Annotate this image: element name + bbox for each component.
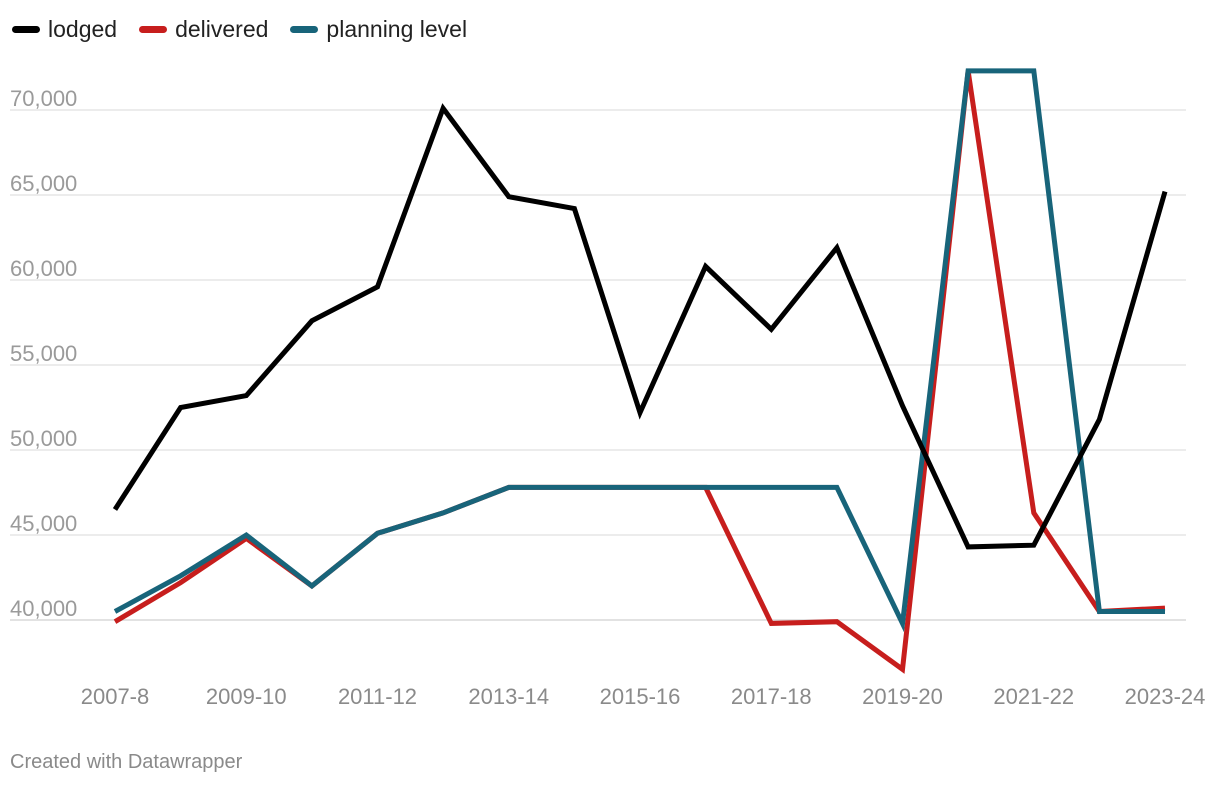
legend-label-planning-level: planning level — [326, 16, 468, 42]
legend-swatch-delivered — [139, 26, 168, 33]
legend-label-lodged: lodged — [48, 16, 118, 42]
legend-swatch-lodged — [12, 26, 40, 33]
legend-item-delivered: delivered — [139, 16, 268, 43]
legend-item-planning-level: planning level — [290, 16, 467, 43]
y-tick-label: 65,000 — [10, 171, 77, 196]
x-tick-label: 2009-10 — [206, 684, 287, 709]
y-tick-label: 70,000 — [10, 86, 77, 111]
y-tick-label: 50,000 — [10, 426, 77, 451]
x-tick-label: 2017-18 — [731, 684, 812, 709]
footer-credit: Created with Datawrapper — [10, 751, 243, 773]
legend-swatch-planning-level — [290, 26, 319, 33]
x-axis-tick-labels: 2007-8 2009-10 2011-12 2013-14 2015-16 2017-1… — [81, 684, 1206, 709]
x-tick-label: 2015-16 — [600, 684, 681, 709]
x-tick-label: 2013-14 — [468, 684, 549, 709]
legend: lodged delivered planning level — [12, 16, 467, 43]
y-tick-label: 45,000 — [10, 511, 77, 536]
y-axis-tick-labels: 40,000 45,000 50,000 55,000 60,000 65,000 70,0… — [10, 86, 77, 621]
legend-item-lodged: lodged — [12, 16, 117, 43]
y-tick-label: 40,000 — [10, 596, 77, 621]
series-line-lodged — [112, 103, 1168, 550]
gridlines — [10, 109, 1186, 621]
x-tick-label: 2021-22 — [993, 684, 1074, 709]
legend-label-delivered: delivered — [175, 16, 269, 42]
series-line-delivered — [113, 70, 1166, 674]
y-tick-label: 60,000 — [10, 256, 77, 281]
x-tick-label: 2007-8 — [81, 684, 150, 709]
series-lines — [112, 68, 1168, 674]
x-tick-label: 2019-20 — [862, 684, 943, 709]
y-tick-label: 55,000 — [10, 341, 77, 366]
series-line-planning-level — [113, 68, 1165, 633]
x-tick-label: 2011-12 — [338, 684, 417, 709]
x-tick-label: 2023-24 — [1125, 684, 1206, 709]
